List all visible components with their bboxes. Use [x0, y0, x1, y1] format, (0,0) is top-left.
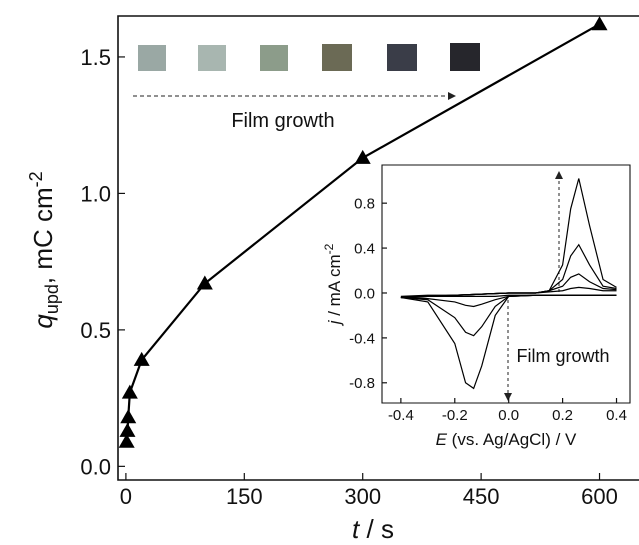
- photo-swatch: [260, 45, 288, 71]
- annotation: Film growth: [231, 110, 334, 132]
- inset-x-tick-label: -0.4: [388, 407, 414, 424]
- inset-x-axis-label: E (vs. Ag/AgCl) / V: [436, 430, 577, 449]
- plot-frame: [117, 15, 639, 481]
- inset-background: [382, 165, 630, 403]
- inset-x-tick-label: -0.2: [442, 407, 468, 424]
- film-photos: [138, 43, 480, 71]
- inset-y-axis-label: j / mA cm-2: [322, 243, 344, 326]
- y-tick-label: 1.0: [80, 181, 111, 206]
- data-point: [119, 422, 136, 437]
- inset-y-tick-label: 0.8: [354, 196, 375, 213]
- inset-y-tick-label: 0.0: [354, 285, 375, 302]
- x-tick-label: 300: [344, 484, 381, 509]
- x-tick-label: 0: [120, 484, 132, 509]
- inset-data-line: [400, 286, 617, 297]
- data-point: [354, 149, 371, 164]
- data-point: [121, 384, 138, 399]
- data-point: [118, 433, 135, 448]
- inset-plot-frame: [381, 164, 631, 404]
- inset-x-tick-label: 0.2: [552, 407, 573, 424]
- x-tick-label: 150: [226, 484, 263, 509]
- photo-swatch: [198, 45, 226, 71]
- y-tick-label: 1.5: [80, 45, 111, 70]
- x-tick-label: 600: [581, 484, 618, 509]
- inset-y-tick-label: 0.4: [354, 240, 375, 257]
- inset-y-tick-label: -0.4: [349, 330, 375, 347]
- data-point: [133, 351, 150, 366]
- data-point: [196, 275, 213, 290]
- photo-swatch: [138, 45, 166, 71]
- photo-swatch: [450, 43, 480, 71]
- y-axis-label: qupd, mC cm-2: [26, 171, 62, 328]
- x-axis-label: t / s: [352, 514, 394, 544]
- inset-x-tick-label: 0.0: [498, 407, 519, 424]
- inset-annotation: Film growth: [516, 346, 609, 366]
- photo-swatch: [387, 44, 417, 71]
- y-tick-label: 0.0: [80, 454, 111, 479]
- x-tick-label: 450: [463, 484, 500, 509]
- inset-x-tick-label: 0.4: [606, 407, 627, 424]
- inset-y-tick-label: -0.8: [349, 375, 375, 392]
- data-point: [120, 409, 137, 424]
- y-tick-label: 0.5: [80, 318, 111, 343]
- photo-swatch: [322, 44, 352, 71]
- data-point: [591, 16, 608, 31]
